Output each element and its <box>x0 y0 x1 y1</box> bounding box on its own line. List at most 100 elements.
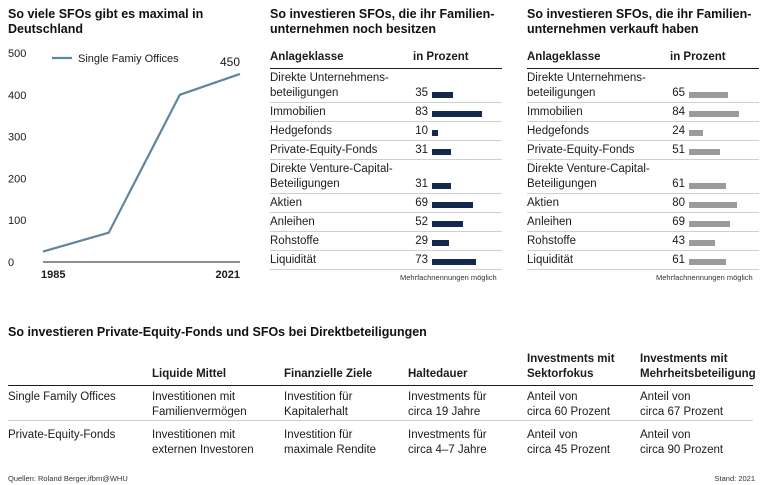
row-divider <box>527 102 759 103</box>
cell-line: Investition für <box>284 429 353 441</box>
row-label-line: Anleihen <box>270 216 315 228</box>
row-label-line: Hedgefonds <box>270 125 333 137</box>
row-divider <box>527 250 759 251</box>
row-label-line: Aktien <box>527 197 559 209</box>
table-cell: Anteil von circa 90 Prozent <box>640 428 723 458</box>
row-divider <box>527 193 759 194</box>
row-label: Immobilien <box>270 105 326 120</box>
table-cell: Investments für circa 19 Jahre <box>408 390 487 420</box>
title-line: So investieren SFOs, die ihr Familien- <box>527 7 752 21</box>
header-line: Investments mit <box>527 353 615 365</box>
row-label: Anleihen <box>527 215 572 230</box>
row-value: 83 <box>415 106 428 118</box>
stand-note: Stand: 2021 <box>714 474 755 483</box>
value-bar <box>432 221 464 227</box>
row-divider <box>8 420 753 421</box>
row-label: Liquidität <box>527 253 573 268</box>
cell-line: maximale Rendite <box>284 444 377 456</box>
header-divider <box>8 385 753 386</box>
title-line: unternehmen noch besitzen <box>270 22 436 36</box>
value-bar <box>689 202 737 208</box>
cell-line: Familienvermögen <box>152 406 247 418</box>
table-row: Direkte Venture-Capital- Beteiligungen 61 <box>527 160 759 194</box>
value-bar <box>432 240 450 246</box>
row-label: Aktien <box>270 196 302 211</box>
cell-line: circa 60 Prozent <box>527 406 611 418</box>
row-divider <box>270 121 502 122</box>
row-divider <box>270 212 502 213</box>
row-label-line: Hedgefonds <box>527 125 590 137</box>
title-line: Deutschland <box>8 22 84 36</box>
table-cell: Investitionen mit Familienvermögen <box>152 390 247 420</box>
header-anlageklasse: Anlageklasse <box>270 51 344 63</box>
table-row: Immobilien 84 <box>527 103 759 122</box>
header-line: Investments mit <box>640 353 728 365</box>
header-line: Sektorfokus <box>527 368 594 380</box>
column-header: Liquide Mittel <box>152 367 226 382</box>
row-divider <box>270 231 502 232</box>
cell-line: Anteil von <box>527 429 578 441</box>
table-row: Liquidität 61 <box>527 251 759 270</box>
value-bar <box>432 92 453 98</box>
row-label: Rohstoffe <box>527 234 576 249</box>
cell-line: Anteil von <box>527 391 578 403</box>
table-row: Immobilien 83 <box>270 103 502 122</box>
value-bar <box>689 221 731 227</box>
value-bar <box>432 183 451 189</box>
row-value: 10 <box>415 125 428 137</box>
source-note: Quellen: Roland Berger,ifbm@WHU <box>8 474 128 483</box>
table-cell: Investments für circa 4–7 Jahre <box>408 428 487 458</box>
row-divider <box>270 193 502 194</box>
row-value: 24 <box>672 125 685 137</box>
row-divider <box>270 102 502 103</box>
cell-line: Investition für <box>284 391 353 403</box>
row-label-line: beteiligungen <box>270 87 339 99</box>
table-cell: Anteil von circa 67 Prozent <box>640 390 723 420</box>
header-divider <box>527 68 759 69</box>
header-divider <box>270 68 502 69</box>
table-header: Anlageklasse in Prozent <box>270 51 502 65</box>
row-label-line: Liquidität <box>270 254 317 266</box>
table-row: Hedgefonds 10 <box>270 122 502 141</box>
row-label-line: Direkte Unternehmens- <box>527 72 646 84</box>
table-row: Direkte Unternehmens-beteiligungen 35 <box>270 69 502 103</box>
y-tick-label: 200 <box>8 173 26 185</box>
row-divider <box>270 159 502 160</box>
header-line: Mehrheitsbeteiligung <box>640 368 756 380</box>
title-line: unternehmen verkauft haben <box>527 22 699 36</box>
x-tick-label: 1985 <box>41 269 65 281</box>
row-value: 43 <box>672 235 685 247</box>
y-tick-label: 400 <box>8 90 26 102</box>
cell-line: Single Family Offices <box>8 391 116 403</box>
end-value-label: 450 <box>220 55 240 69</box>
table-row: Anleihen 52 <box>270 213 502 232</box>
row-divider <box>527 212 759 213</box>
row-label: Hedgefonds <box>270 124 332 139</box>
value-bar <box>689 149 720 155</box>
bottom-table-title: So investieren Private-Equity-Fonds und … <box>8 325 427 339</box>
row-divider <box>270 140 502 141</box>
value-bar <box>432 149 451 155</box>
table-cell: Investition für maximale Rendite <box>284 428 376 458</box>
column-header: Haltedauer <box>408 367 467 382</box>
value-bar <box>689 183 726 189</box>
value-bar <box>689 92 728 98</box>
row-label-line: Immobilien <box>527 106 583 118</box>
header-line: Haltedauer <box>408 368 468 380</box>
header-in-prozent: in Prozent <box>670 51 726 63</box>
row-label-line: Anleihen <box>527 216 572 228</box>
row-value: 84 <box>672 106 685 118</box>
value-bar <box>432 130 438 136</box>
left-table-title: So investieren SFOs, die ihr Familien- u… <box>270 7 494 37</box>
cell-line: Anteil von <box>640 391 691 403</box>
value-bar <box>689 111 740 117</box>
cell-line: circa 19 Jahre <box>408 406 481 418</box>
row-label-line: beteiligungen <box>527 87 596 99</box>
row-label: Direkte Unternehmens-beteiligungen <box>527 71 646 101</box>
table-row: Rohstoffe 43 <box>527 232 759 251</box>
table-row: Anleihen 69 <box>527 213 759 232</box>
row-label: Direkte Unternehmens-beteiligungen <box>270 71 389 101</box>
cell-line: externen Investoren <box>152 444 254 456</box>
row-label: Aktien <box>527 196 559 211</box>
value-bar <box>689 130 704 136</box>
